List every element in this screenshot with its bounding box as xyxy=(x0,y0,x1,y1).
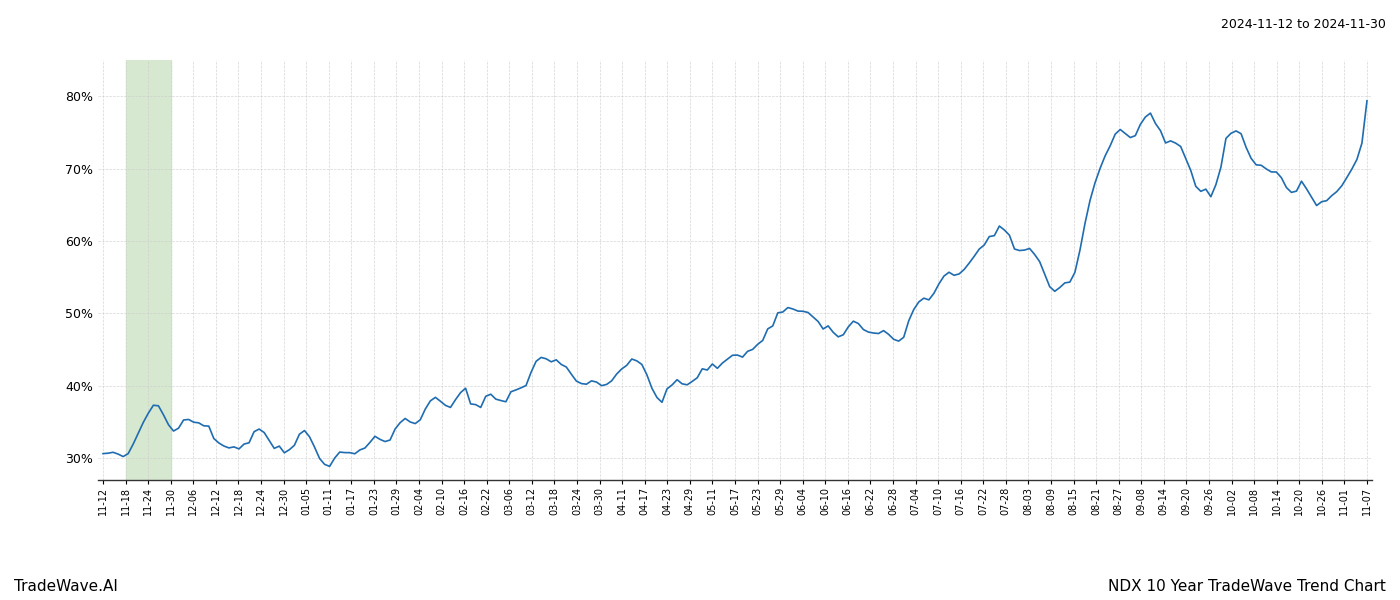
Text: TradeWave.AI: TradeWave.AI xyxy=(14,579,118,594)
Text: NDX 10 Year TradeWave Trend Chart: NDX 10 Year TradeWave Trend Chart xyxy=(1109,579,1386,594)
Bar xyxy=(126,60,171,480)
Text: 2024-11-12 to 2024-11-30: 2024-11-12 to 2024-11-30 xyxy=(1221,18,1386,31)
